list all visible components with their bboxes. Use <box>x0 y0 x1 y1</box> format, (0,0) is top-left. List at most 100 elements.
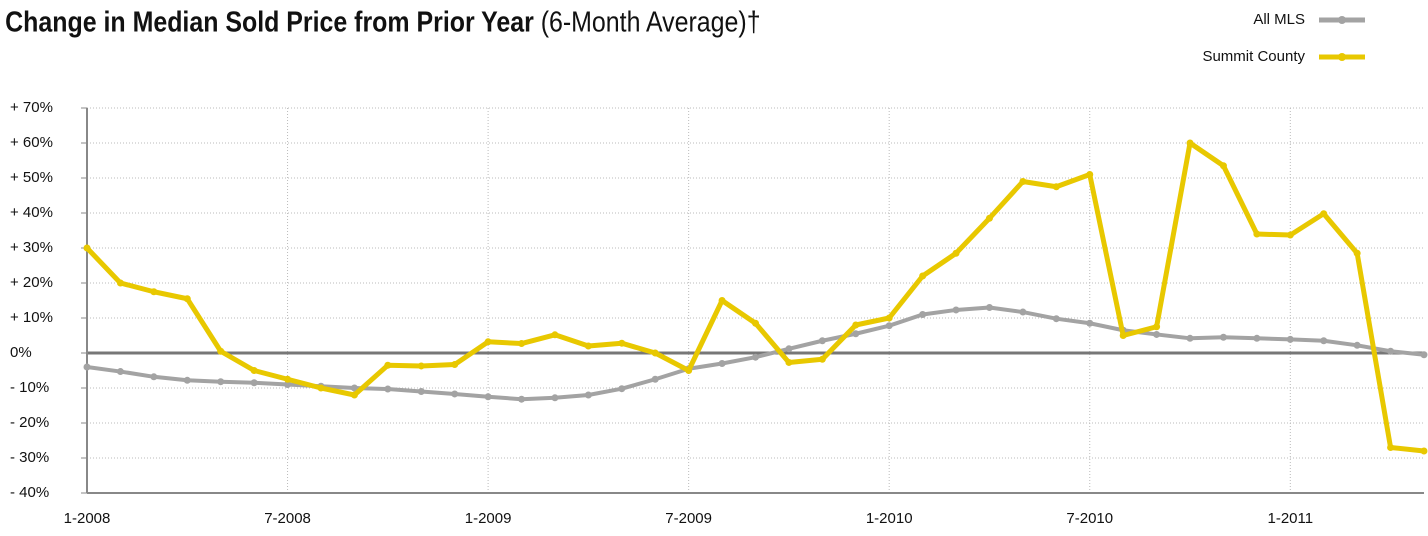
legend-swatch-dot <box>1338 53 1346 61</box>
x-tick-label: 7-2008 <box>264 510 311 527</box>
data-point <box>1353 341 1361 349</box>
y-tick-label: - 20% <box>10 414 49 431</box>
data-point <box>350 384 358 392</box>
data-point <box>484 393 492 401</box>
data-point <box>1387 444 1395 451</box>
data-point <box>417 388 425 395</box>
data-point <box>551 331 559 339</box>
legend-label: Summit County <box>1202 48 1305 65</box>
data-point <box>284 381 292 388</box>
data-point <box>484 338 492 346</box>
data-point <box>1219 162 1227 170</box>
data-point <box>217 347 225 355</box>
y-tick-label: + 70% <box>10 99 53 116</box>
y-tick-label: + 20% <box>10 274 53 291</box>
data-point <box>83 244 91 252</box>
data-point <box>985 304 993 311</box>
x-tick-label: 1-2010 <box>866 510 913 527</box>
data-point <box>217 378 225 386</box>
data-point <box>1052 183 1060 191</box>
data-point <box>250 367 258 374</box>
data-point <box>584 342 592 350</box>
data-point <box>183 376 191 384</box>
data-point <box>1320 337 1328 345</box>
data-point <box>1253 230 1261 238</box>
y-tick-label: - 40% <box>10 484 49 501</box>
data-point <box>952 306 960 314</box>
data-point <box>1420 447 1428 455</box>
data-point <box>1387 347 1395 355</box>
data-point <box>1119 332 1127 339</box>
data-point <box>417 362 425 370</box>
data-point <box>1353 249 1361 257</box>
data-point <box>885 314 893 322</box>
data-point <box>1286 231 1294 239</box>
data-point <box>518 340 526 348</box>
data-point <box>785 345 793 353</box>
data-point <box>885 322 893 330</box>
data-point <box>685 367 693 374</box>
data-point <box>952 249 960 257</box>
data-point <box>818 337 826 345</box>
data-point <box>785 358 793 366</box>
data-point <box>584 391 592 399</box>
chart-title: Change in Median Sold Price from Prior Y… <box>5 6 760 38</box>
subtitle: (6-Month Average)† <box>541 6 761 38</box>
data-point <box>451 361 459 369</box>
y-tick-label: - 10% <box>10 379 49 396</box>
data-point <box>1086 171 1094 178</box>
x-tick-label: 7-2010 <box>1066 510 1113 527</box>
data-point <box>1052 315 1060 323</box>
y-tick-label: + 60% <box>10 134 53 151</box>
data-point <box>752 319 759 327</box>
data-point <box>451 390 459 398</box>
data-point <box>1153 330 1161 338</box>
legend-swatch-dot <box>1338 16 1346 24</box>
data-point <box>150 288 158 296</box>
data-point <box>985 214 993 222</box>
data-point <box>618 385 626 393</box>
data-point <box>1153 323 1161 331</box>
data-point <box>718 297 726 304</box>
data-point <box>83 363 91 371</box>
data-point <box>183 295 191 303</box>
data-point <box>1320 210 1328 218</box>
data-point <box>752 353 759 361</box>
x-tick-label: 1-2009 <box>465 510 512 527</box>
data-point <box>317 384 325 392</box>
data-point <box>1019 308 1027 316</box>
data-point <box>350 391 358 399</box>
data-point <box>818 355 826 363</box>
data-point <box>1420 351 1428 359</box>
data-point <box>1186 139 1194 147</box>
data-point <box>1286 335 1294 343</box>
data-point <box>1219 333 1227 341</box>
data-point <box>284 375 292 383</box>
data-point <box>1253 334 1261 342</box>
y-tick-label: + 30% <box>10 239 53 256</box>
data-point <box>551 394 559 402</box>
data-point <box>852 330 860 338</box>
data-point <box>1019 178 1027 185</box>
data-point <box>919 272 927 280</box>
data-point <box>718 360 726 367</box>
y-tick-label: - 30% <box>10 449 49 466</box>
data-point <box>618 339 626 347</box>
data-point <box>116 368 124 376</box>
x-tick-label: 1-2011 <box>1268 510 1314 527</box>
data-point <box>1186 334 1194 342</box>
data-point <box>384 361 392 369</box>
data-point <box>852 321 860 329</box>
x-tick-label: 7-2009 <box>665 510 712 527</box>
y-tick-label: + 10% <box>10 309 53 326</box>
data-point <box>384 385 392 393</box>
data-point <box>250 379 258 387</box>
data-point <box>1086 319 1094 327</box>
data-point <box>651 349 659 357</box>
title: Change in Median Sold Price from Prior Y… <box>5 6 534 38</box>
data-point <box>651 375 659 383</box>
y-tick-label: + 40% <box>10 204 53 221</box>
x-tick-label: 1-2008 <box>64 510 111 527</box>
data-point <box>116 279 124 287</box>
